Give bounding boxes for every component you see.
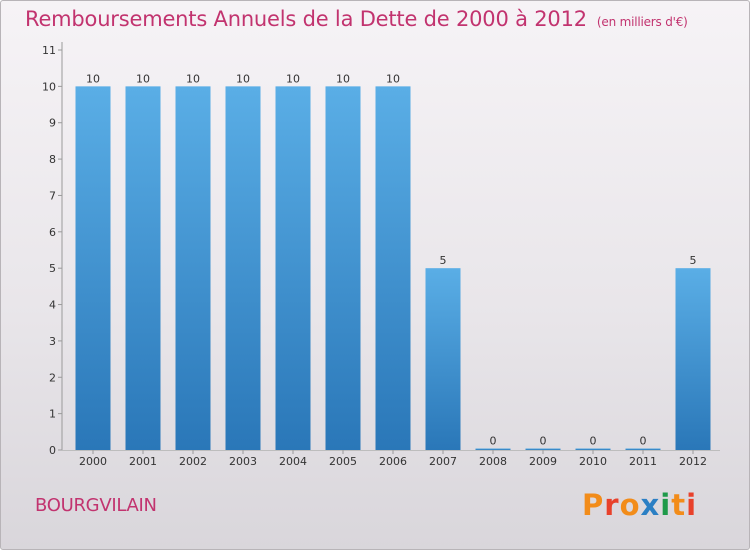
bar: [275, 86, 311, 450]
proxiti-logo: Proxiti: [582, 488, 697, 522]
bar: [225, 86, 261, 450]
bar: [425, 268, 461, 450]
x-tick-label: 2008: [479, 455, 507, 468]
y-tick-label: 5: [49, 262, 56, 275]
x-tick-label: 2004: [279, 455, 307, 468]
data-label: 10: [186, 72, 200, 85]
data-label: 10: [86, 72, 100, 85]
chart-title-text: Remboursements Annuels de la Dette de 20…: [25, 7, 587, 31]
y-tick-label: 8: [49, 153, 56, 166]
x-tick-label: 2009: [529, 455, 557, 468]
y-tick-label: 9: [49, 117, 56, 130]
y-tick-label: 4: [49, 299, 56, 312]
chart-bars: [75, 86, 711, 450]
x-tick-label: 2003: [229, 455, 257, 468]
x-tick-label: 2000: [79, 455, 107, 468]
x-tick-label: 2002: [179, 455, 207, 468]
logo-letter: x: [640, 488, 661, 522]
y-tick-label: 2: [49, 371, 56, 384]
data-label: 10: [286, 72, 300, 85]
commune-name: BOURGVILAIN: [35, 495, 157, 516]
data-label: 0: [490, 435, 497, 448]
bar: [675, 268, 711, 450]
data-label: 5: [690, 254, 697, 267]
chart-title: Remboursements Annuels de la Dette de 20…: [25, 7, 688, 31]
data-label: 0: [590, 435, 597, 448]
logo-letter: o: [619, 488, 641, 522]
logo-letter: i: [660, 488, 672, 522]
y-tick-label: 10: [42, 80, 56, 93]
bar: [125, 86, 161, 450]
data-label: 10: [236, 72, 250, 85]
bar: [625, 448, 661, 450]
data-label: 10: [336, 72, 350, 85]
y-tick-label: 3: [49, 335, 56, 348]
bar: [375, 86, 411, 450]
x-tick-label: 2010: [579, 455, 607, 468]
x-tick-label: 2005: [329, 455, 357, 468]
data-label: 5: [440, 254, 447, 267]
bar: [75, 86, 111, 450]
logo-letter: i: [686, 488, 698, 522]
data-label: 0: [540, 435, 547, 448]
x-tick-label: 2007: [429, 455, 457, 468]
x-tick-label: 2001: [129, 455, 157, 468]
data-label: 10: [136, 72, 150, 85]
chart-labels: 10 2000 10 2001 10 2002 10 2003 10 2004 10 2005 10 20…: [79, 72, 707, 468]
bar: [475, 448, 511, 450]
logo-letter: P: [582, 488, 605, 522]
logo-letter: r: [604, 488, 620, 522]
y-tick-label: 7: [49, 189, 56, 202]
x-tick-label: 2006: [379, 455, 407, 468]
y-tick-label: 1: [49, 408, 56, 421]
logo-letter: t: [671, 488, 687, 522]
x-tick-label: 2011: [629, 455, 657, 468]
y-tick-label: 6: [49, 226, 56, 239]
chart-axes: 0 1 2 3 4 5 6 7 8 9 10 11: [42, 42, 720, 457]
bar: [325, 86, 361, 450]
chart-unit: (en milliers d'€): [596, 15, 688, 29]
y-tick-label: 0: [49, 444, 56, 457]
data-label: 10: [386, 72, 400, 85]
y-tick-label: 11: [42, 44, 56, 57]
bar: [525, 448, 561, 450]
data-label: 0: [640, 435, 647, 448]
bar: [175, 86, 211, 450]
bar: [575, 448, 611, 450]
x-tick-label: 2012: [679, 455, 707, 468]
